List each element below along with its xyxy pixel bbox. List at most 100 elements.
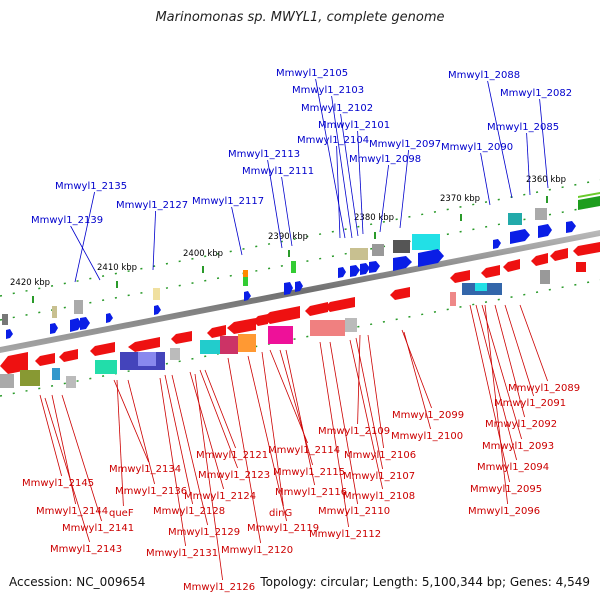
gene-label[interactable]: Mmwyl1_2136 [115, 486, 187, 497]
reverse-gene[interactable] [66, 376, 76, 388]
reverse-gene[interactable] [171, 331, 192, 344]
gene-label[interactable]: Mmwyl1_2120 [221, 545, 293, 556]
forward-gene[interactable] [566, 221, 576, 233]
forward-gene[interactable] [6, 329, 13, 339]
forward-gene[interactable] [2, 314, 8, 325]
gene-label[interactable]: Mmwyl1_2099 [392, 410, 464, 421]
gene-label[interactable]: Mmwyl1_2117 [192, 196, 264, 207]
forward-gene[interactable] [106, 313, 113, 323]
gene-label[interactable]: Mmwyl1_2126 [183, 582, 255, 593]
gene-label[interactable]: Mmwyl1_2093 [482, 441, 554, 452]
reverse-gene[interactable] [450, 270, 470, 283]
reverse-gene[interactable] [310, 320, 345, 336]
reverse-gene[interactable] [550, 248, 568, 261]
forward-gene[interactable] [291, 261, 296, 273]
reverse-gene[interactable] [59, 349, 78, 362]
gene-label[interactable]: Mmwyl1_2096 [468, 506, 540, 517]
gene-label[interactable]: Mmwyl1_2113 [228, 149, 300, 160]
gene-label[interactable]: Mmwyl1_2092 [485, 419, 557, 430]
gene-label[interactable]: Mmwyl1_2110 [318, 506, 390, 517]
reverse-gene[interactable] [128, 337, 160, 352]
forward-gene[interactable] [295, 281, 303, 292]
gene-label[interactable]: Mmwyl1_2102 [301, 103, 373, 114]
gene-label[interactable]: Mmwyl1_2107 [343, 471, 415, 482]
gene-label[interactable]: Mmwyl1_2082 [500, 88, 572, 99]
gene-label[interactable]: Mmwyl1_2095 [470, 484, 542, 495]
forward-gene[interactable] [418, 249, 444, 267]
forward-gene[interactable] [393, 256, 412, 271]
gene-label[interactable]: Mmwyl1_2127 [116, 200, 188, 211]
reverse-gene[interactable] [0, 352, 28, 374]
gene-label[interactable]: Mmwyl1_2139 [31, 215, 103, 226]
gene-label[interactable]: Mmwyl1_2121 [196, 450, 268, 461]
reverse-gene[interactable] [35, 353, 55, 366]
gene-label[interactable]: Mmwyl1_2104 [297, 135, 369, 146]
forward-gene[interactable] [52, 306, 57, 318]
gene-label[interactable]: Mmwyl1_2112 [309, 529, 381, 540]
reverse-gene[interactable] [238, 334, 256, 352]
gene-label[interactable]: Mmwyl1_2135 [55, 181, 127, 192]
reverse-gene[interactable] [20, 370, 40, 386]
reverse-gene[interactable] [268, 326, 293, 344]
reverse-gene[interactable] [573, 242, 600, 256]
forward-gene[interactable] [74, 300, 83, 314]
gene-label[interactable]: Mmwyl1_2103 [292, 85, 364, 96]
gene-label[interactable]: Mmwyl1_2128 [153, 506, 225, 517]
gene-label[interactable]: dinG [269, 508, 292, 519]
gene-label[interactable]: Mmwyl1_2091 [494, 398, 566, 409]
forward-gene[interactable] [510, 229, 530, 244]
forward-gene[interactable] [70, 318, 82, 332]
reverse-gene[interactable] [0, 374, 14, 388]
gene-label[interactable]: queF [109, 508, 134, 519]
forward-gene[interactable] [154, 305, 161, 315]
forward-gene[interactable] [508, 213, 522, 225]
gene-label[interactable]: Mmwyl1_2143 [50, 544, 122, 555]
gene-label[interactable]: Mmwyl1_2114 [268, 445, 340, 456]
gene-label[interactable]: Mmwyl1_2094 [477, 462, 549, 473]
gene-label[interactable]: Mmwyl1_2123 [198, 470, 270, 481]
gene-label[interactable]: Mmwyl1_2100 [391, 431, 463, 442]
gene-label[interactable]: Mmwyl1_2090 [441, 142, 513, 153]
reverse-gene[interactable] [481, 265, 500, 278]
reverse-gene[interactable] [90, 342, 115, 356]
gene-label[interactable]: Mmwyl1_2144 [36, 506, 108, 517]
reverse-gene[interactable] [531, 253, 548, 266]
reverse-gene[interactable] [220, 336, 238, 354]
reverse-gene[interactable] [207, 325, 226, 338]
gene-label[interactable]: Mmwyl1_2131 [146, 548, 218, 559]
reverse-gene[interactable] [540, 270, 550, 284]
forward-gene[interactable] [350, 265, 360, 277]
reverse-gene[interactable] [200, 340, 220, 354]
reverse-gene[interactable] [170, 348, 180, 360]
reverse-gene[interactable] [95, 360, 117, 374]
forward-gene[interactable] [538, 224, 552, 238]
forward-gene[interactable] [50, 323, 58, 334]
forward-gene[interactable] [493, 239, 501, 249]
forward-gene[interactable] [578, 196, 600, 210]
gene-label[interactable]: Mmwyl1_2089 [508, 383, 580, 394]
gene-label[interactable]: Mmwyl1_2134 [109, 464, 181, 475]
forward-gene[interactable] [244, 291, 251, 301]
forward-gene[interactable] [360, 263, 370, 275]
reverse-gene[interactable] [325, 297, 355, 312]
gene-label[interactable]: Mmwyl1_2141 [62, 523, 134, 534]
forward-gene[interactable] [372, 244, 384, 256]
forward-gene[interactable] [80, 317, 90, 330]
forward-gene[interactable] [578, 192, 600, 198]
gene-label[interactable]: Mmwyl1_2116 [275, 487, 347, 498]
reverse-gene[interactable] [305, 302, 328, 316]
reverse-gene[interactable] [138, 352, 156, 366]
forward-gene[interactable] [412, 234, 440, 250]
gene-label[interactable]: Mmwyl1_2106 [344, 450, 416, 461]
reverse-gene[interactable] [253, 314, 268, 326]
gene-label[interactable]: Mmwyl1_2105 [276, 68, 348, 79]
gene-label[interactable]: Mmwyl1_2119 [247, 523, 319, 534]
gene-label[interactable]: Mmwyl1_2101 [318, 120, 390, 131]
reverse-gene[interactable] [263, 306, 300, 324]
reverse-gene[interactable] [576, 262, 586, 272]
forward-gene[interactable] [393, 240, 410, 253]
forward-gene[interactable] [153, 288, 160, 300]
gene-label[interactable]: Mmwyl1_2115 [273, 467, 345, 478]
gene-label[interactable]: Mmwyl1_2124 [184, 491, 256, 502]
forward-gene[interactable] [338, 267, 346, 278]
